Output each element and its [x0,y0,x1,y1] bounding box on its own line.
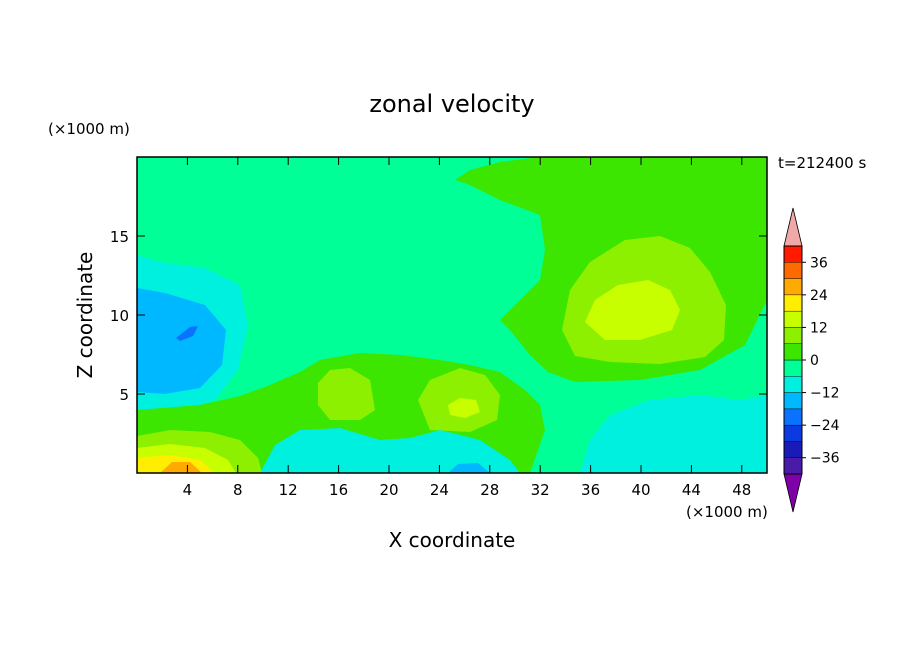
contour-mid-max-1 [318,368,375,420]
x-unit-label: (×1000 m) [686,503,768,521]
colorbar-tick-label: −24 [810,418,840,434]
contour-lower-right-cyan [580,395,767,473]
colorbar-arrow-bottom [783,473,803,513]
colorbar-tick-label: 24 [810,288,828,304]
colorbar-band [783,262,803,279]
y-axis-title: Z coordinate [73,252,97,379]
colorbar-band [783,359,803,377]
colorbar-band [783,310,803,328]
colorbar-band [783,294,803,312]
colorbar-band [783,392,803,410]
colorbar-band [783,327,803,344]
colorbar-band [783,408,803,426]
colorbar-band [783,278,803,296]
colorbar-band [783,457,803,475]
colorbar: 36 24 12 0 −12 −24 −36 [783,207,840,513]
colorbar-tick-label: 0 [810,353,819,369]
x-axis-title: X coordinate [389,528,516,552]
colorbar-tick-label: 36 [810,255,828,271]
contour-field [137,157,767,473]
x-ticks: 4 8 12 16 20 24 28 32 36 40 44 48 [183,157,751,499]
contour-left-blue [137,288,226,394]
colorbar-arrow-top [783,207,803,247]
x-tick-label: 20 [379,481,398,499]
x-tick-label: 36 [581,481,600,499]
colorbar-band [783,441,803,458]
colorbar-tick-label: −12 [810,386,840,402]
x-tick-label: 8 [233,481,243,499]
colorbar-band [783,245,803,263]
contour-right-max [585,280,680,340]
x-tick-label: 12 [279,481,298,499]
colorbar-band [783,343,803,361]
chart-title: zonal velocity [369,90,534,118]
contour-mid-max-2-core [448,398,480,418]
contour-surface-max [160,462,202,473]
time-label: t=212400 s [778,154,866,172]
y-ticks: 5 10 15 [110,228,767,404]
x-tick-label: 28 [480,481,499,499]
colorbar-tick-label: −36 [810,451,840,467]
colorbar-tick-label: 12 [810,320,828,336]
x-tick-label: 16 [329,481,348,499]
contour-surface-blue [448,463,490,473]
x-tick-label: 4 [183,481,193,499]
y-tick-label: 5 [119,386,129,404]
x-tick-label: 44 [682,481,701,499]
y-tick-label: 15 [110,228,129,246]
colorbar-band [783,424,803,442]
contour-lower-cyan [260,428,520,473]
x-tick-label: 24 [430,481,449,499]
x-tick-label: 40 [631,481,650,499]
y-unit-label: (×1000 m) [48,120,130,138]
contour-left-min [176,326,198,341]
x-tick-label: 48 [732,481,751,499]
x-tick-label: 32 [531,481,550,499]
y-tick-label: 10 [110,307,129,325]
colorbar-band [783,376,803,393]
